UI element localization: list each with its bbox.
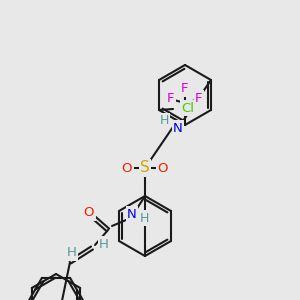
- Text: N: N: [173, 122, 183, 134]
- Text: H: H: [67, 247, 77, 260]
- Text: H: H: [99, 238, 109, 250]
- Text: S: S: [140, 160, 150, 175]
- Text: O: O: [122, 161, 132, 175]
- Text: H: H: [139, 212, 149, 224]
- Text: N: N: [127, 208, 137, 220]
- Text: O: O: [84, 206, 94, 220]
- Text: O: O: [158, 161, 168, 175]
- Text: F: F: [195, 92, 203, 104]
- Text: F: F: [181, 82, 189, 95]
- Text: Cl: Cl: [181, 101, 194, 115]
- Text: F: F: [167, 92, 175, 104]
- Text: H: H: [159, 115, 169, 128]
